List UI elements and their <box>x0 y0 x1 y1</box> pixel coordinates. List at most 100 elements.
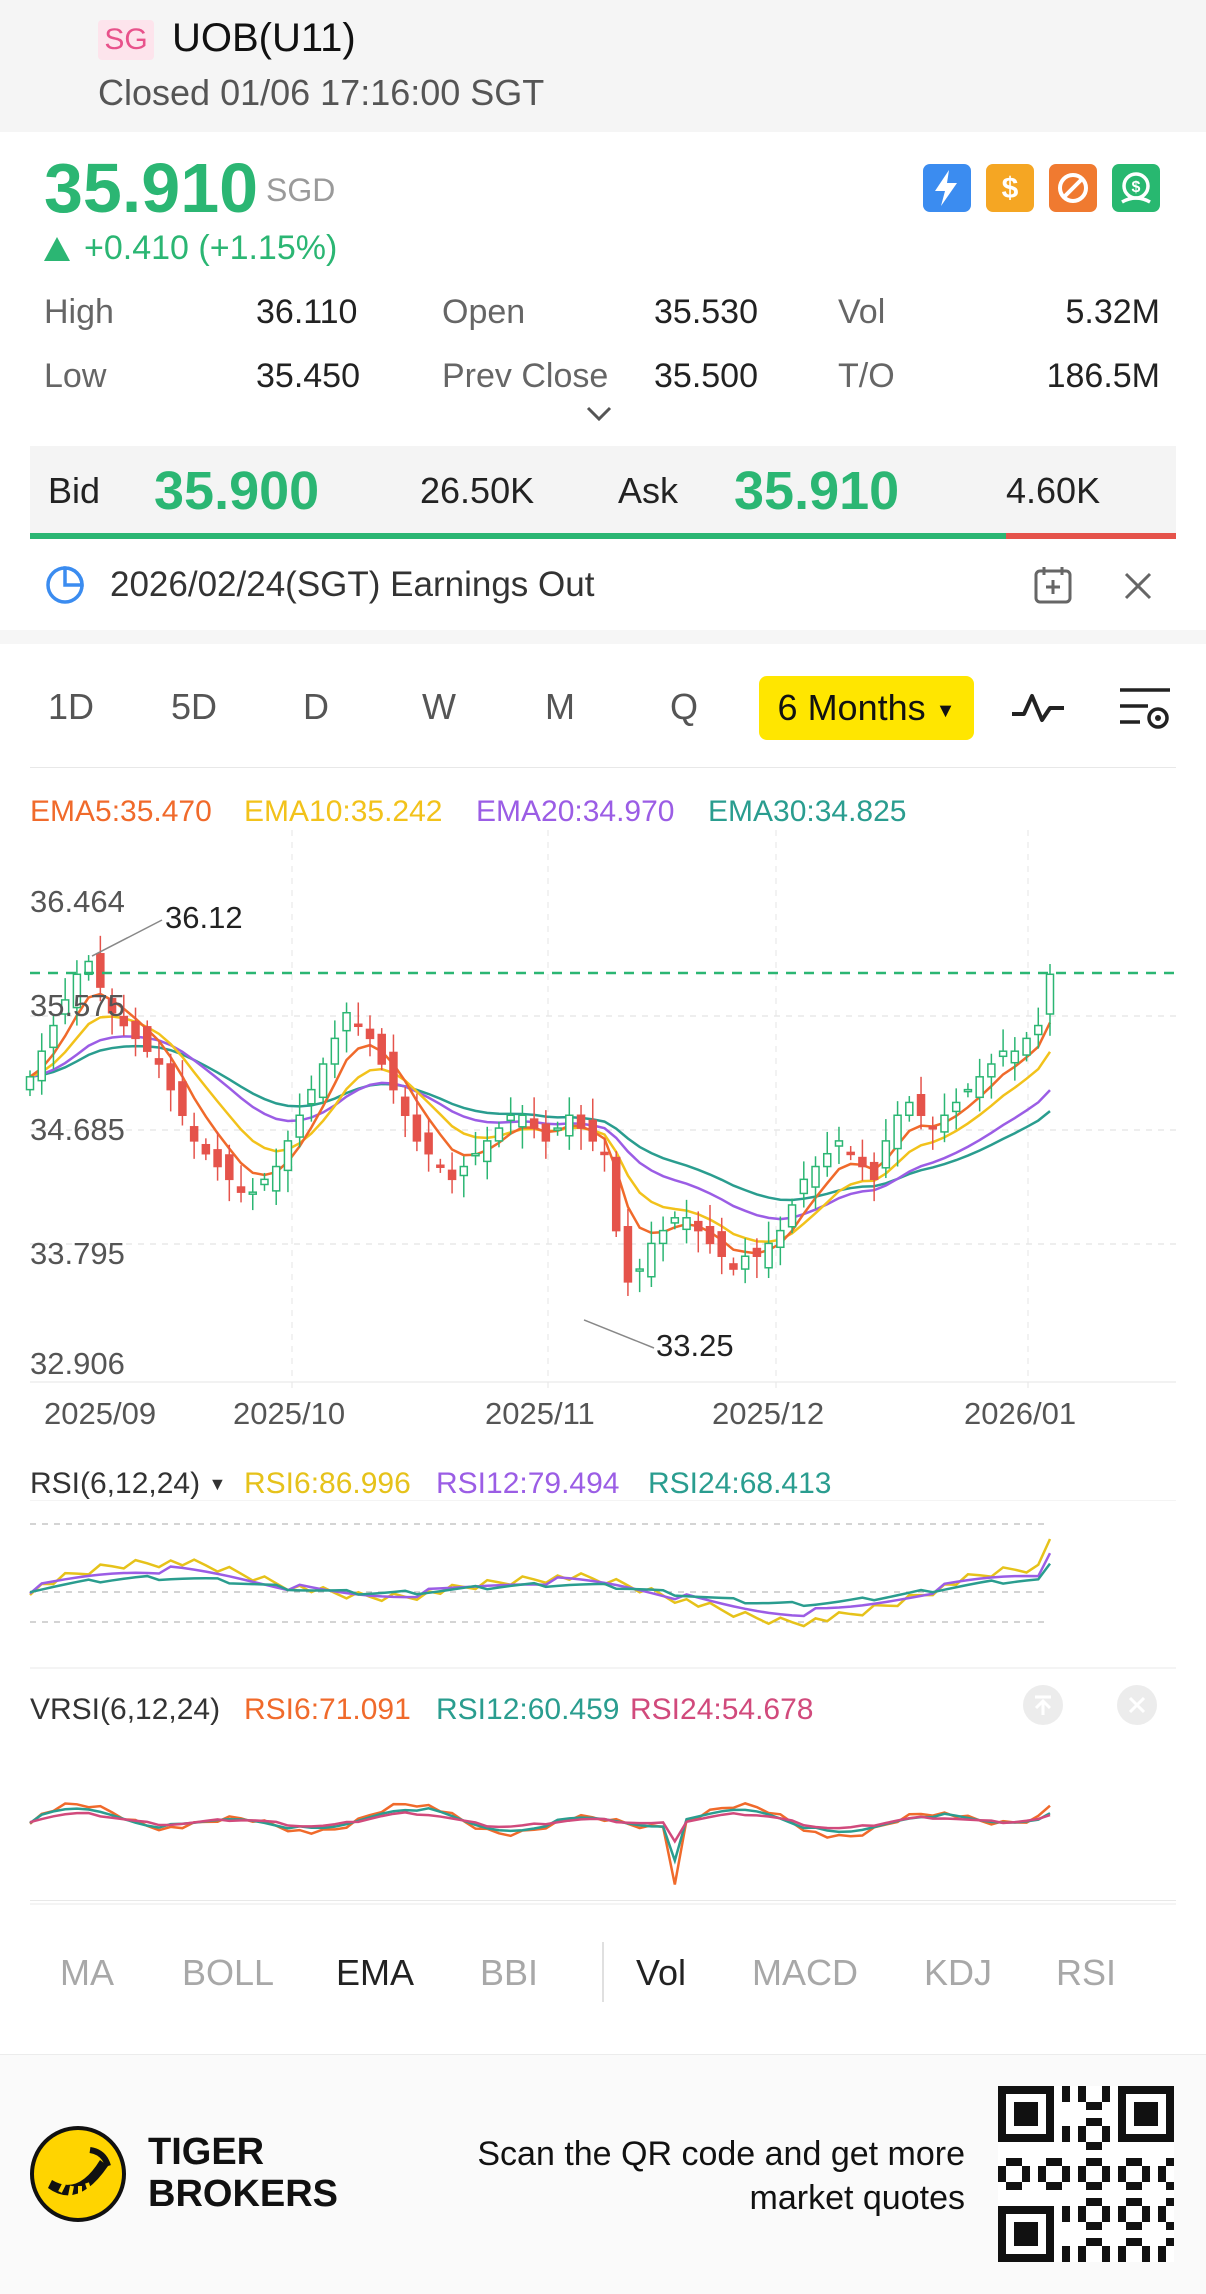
close-icon[interactable] <box>1122 570 1154 602</box>
candle-body <box>248 1191 258 1195</box>
qr-module <box>1126 2158 1134 2166</box>
rsi-chart[interactable] <box>0 1500 1206 1670</box>
candle-body <box>717 1231 726 1257</box>
qr-module <box>1086 2102 1094 2110</box>
vrsi-chart[interactable] <box>0 1726 1206 1906</box>
chevron-down-icon[interactable] <box>585 400 613 428</box>
turnover-value: 186.5M <box>1046 357 1160 395</box>
candle-body <box>588 1119 598 1142</box>
rsi-title[interactable]: RSI(6,12,24) ▼ <box>30 1464 226 1504</box>
qr-module <box>1086 2182 1094 2190</box>
indicator-tab-vol[interactable]: Vol <box>636 1952 687 1993</box>
ema5-legend: EMA5:35.470 <box>30 795 212 828</box>
candle-body <box>260 1178 269 1186</box>
candle-body <box>389 1051 398 1091</box>
qr-module <box>1086 2158 1094 2166</box>
candle-body <box>776 1229 785 1249</box>
indicator-tab-kdj[interactable]: KDJ <box>924 1952 993 1993</box>
qr-module <box>1086 2222 1094 2230</box>
qr-module <box>1094 2102 1102 2110</box>
chart-settings-icon[interactable] <box>1118 684 1172 734</box>
candle-body <box>682 1217 691 1231</box>
flash-icon[interactable] <box>923 164 971 212</box>
candle-body <box>60 999 70 1015</box>
candle-body <box>142 1026 152 1052</box>
tab-week[interactable]: W <box>422 686 456 727</box>
candle-body <box>705 1226 715 1245</box>
series-line <box>29 1562 1052 1608</box>
tab-quarter[interactable]: Q <box>670 686 699 727</box>
qr-module <box>1078 2174 1086 2182</box>
stock-title: UOB(U11) <box>172 16 356 60</box>
qr-module <box>1126 2222 1134 2230</box>
candle-body <box>424 1132 433 1155</box>
indicator-tab-ema[interactable]: EMA <box>336 1952 415 1993</box>
qr-module <box>1102 2166 1110 2174</box>
vrsi-title: VRSI(6,12,24) <box>30 1693 221 1726</box>
tab-1d[interactable]: 1D <box>48 686 95 727</box>
qr-module <box>1118 2166 1126 2174</box>
candle-body <box>658 1229 668 1245</box>
qr-module <box>1094 2182 1102 2190</box>
qr-module <box>1142 2254 1150 2262</box>
qr-module <box>1054 2182 1062 2190</box>
price-chart[interactable] <box>0 830 1206 1450</box>
qr-module <box>1094 2158 1102 2166</box>
qr-module <box>1102 2246 1110 2254</box>
chart-type-icon[interactable] <box>1010 688 1066 728</box>
qr-module <box>1134 2222 1142 2230</box>
close-indicator-icon[interactable] <box>1116 1684 1158 1726</box>
pin-top-icon[interactable] <box>1022 1684 1064 1726</box>
ask-volume: 4.60K <box>1006 470 1101 511</box>
scan-text-line1: Scan the QR code and get more <box>477 2135 965 2173</box>
qr-module <box>1094 2198 1102 2206</box>
no-short-icon[interactable] <box>1049 164 1097 212</box>
qr-module <box>1078 2206 1086 2214</box>
add-calendar-icon[interactable] <box>1032 564 1074 606</box>
indicator-tab-macd[interactable]: MACD <box>752 1952 858 1993</box>
tab-divider <box>602 1942 604 2002</box>
candle-body <box>940 1114 949 1133</box>
svg-text:$: $ <box>1132 179 1141 196</box>
qr-module <box>1062 2094 1070 2102</box>
earnings-notice[interactable]: 2026/02/24(SGT) Earnings Out <box>110 565 595 604</box>
divider <box>30 1900 1176 1901</box>
qr-module <box>1166 2158 1174 2166</box>
candle-body <box>377 1033 386 1065</box>
qr-module <box>1062 2086 1070 2094</box>
qr-module <box>998 2166 1006 2174</box>
indicator-tab-rsi[interactable]: RSI <box>1056 1952 1117 1993</box>
candle-body <box>1010 1050 1020 1064</box>
series-line <box>29 1802 1051 1885</box>
series-line <box>29 1538 1052 1628</box>
tab-6-months[interactable]: 6 Months ▼ <box>759 676 974 740</box>
tab-5d[interactable]: 5D <box>171 686 218 727</box>
candle-body <box>84 960 93 976</box>
candle-body <box>518 1114 527 1128</box>
header-bar <box>0 0 1206 132</box>
qr-code <box>998 2086 1174 2262</box>
vol-label: Vol <box>838 293 886 331</box>
rsi6-legend: RSI6:86.996 <box>244 1467 411 1500</box>
dollar-icon[interactable]: $ <box>986 164 1034 212</box>
bid-ask-panel[interactable] <box>30 446 1176 536</box>
qr-module <box>1078 2126 1086 2134</box>
tab-day[interactable]: D <box>303 686 329 727</box>
candle-body <box>506 1114 515 1122</box>
candle-body <box>96 953 105 988</box>
indicator-tab-boll[interactable]: BOLL <box>182 1952 275 1993</box>
candle-body <box>611 1156 621 1232</box>
brand-name-line2: BROKERS <box>148 2173 339 2215</box>
cash-icon[interactable]: $ <box>1112 164 1160 212</box>
indicator-tab-bbi[interactable]: BBI <box>480 1952 539 1993</box>
candle-body <box>330 1037 340 1065</box>
candle-body <box>166 1063 175 1091</box>
qr-module <box>1134 2158 1142 2166</box>
tab-month[interactable]: M <box>545 686 575 727</box>
currency-label: SGD <box>266 172 336 208</box>
qr-module <box>1158 2174 1166 2182</box>
candle-body <box>283 1140 293 1172</box>
candle-body <box>881 1140 891 1169</box>
indicator-tab-ma[interactable]: MA <box>60 1952 114 1993</box>
pie-chart-icon <box>44 564 86 606</box>
